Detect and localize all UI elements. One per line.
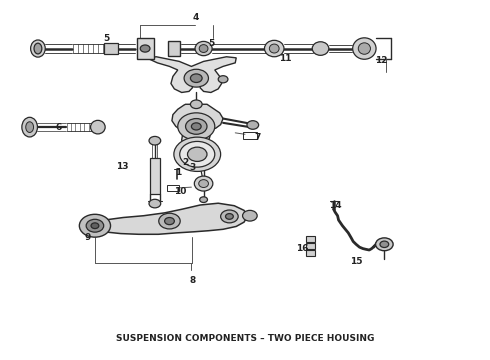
Circle shape [191, 74, 202, 82]
Text: 10: 10 [174, 187, 187, 196]
Polygon shape [94, 203, 247, 234]
Bar [168, 41, 180, 56]
Bar [167, 185, 179, 190]
Polygon shape [172, 104, 223, 148]
Circle shape [178, 113, 215, 140]
Ellipse shape [358, 43, 370, 54]
Text: 2: 2 [182, 158, 189, 167]
Text: 12: 12 [375, 56, 388, 65]
Circle shape [200, 197, 207, 203]
Ellipse shape [265, 40, 284, 57]
Circle shape [191, 100, 202, 109]
Circle shape [174, 137, 220, 171]
Circle shape [186, 118, 207, 134]
Circle shape [86, 219, 104, 232]
Text: SUSPENSION COMPONENTS – TWO PIECE HOUSING: SUSPENSION COMPONENTS – TWO PIECE HOUSIN… [116, 334, 374, 343]
Text: 6: 6 [56, 123, 62, 132]
Circle shape [149, 199, 161, 208]
Circle shape [79, 214, 111, 237]
Circle shape [140, 45, 150, 52]
Text: 13: 13 [116, 162, 128, 171]
Ellipse shape [312, 42, 329, 55]
Ellipse shape [270, 44, 279, 53]
Ellipse shape [22, 117, 37, 137]
Bar [104, 43, 118, 54]
Text: 5: 5 [209, 39, 215, 48]
Bar [306, 250, 315, 256]
Bar [243, 132, 257, 139]
Bar [137, 38, 154, 59]
Text: 16: 16 [296, 244, 309, 253]
Circle shape [91, 223, 99, 229]
Circle shape [218, 76, 228, 83]
Polygon shape [147, 57, 236, 93]
Ellipse shape [195, 176, 213, 191]
Text: 3: 3 [190, 163, 196, 172]
Text: 4: 4 [192, 13, 198, 22]
Text: 1: 1 [174, 168, 181, 177]
Circle shape [159, 213, 180, 229]
Circle shape [149, 136, 161, 145]
Circle shape [247, 121, 259, 129]
Text: 8: 8 [189, 276, 196, 285]
Bar [306, 243, 315, 249]
Text: 11: 11 [279, 54, 291, 63]
Circle shape [380, 241, 389, 248]
Circle shape [188, 147, 207, 161]
Text: 15: 15 [350, 257, 362, 266]
Ellipse shape [195, 41, 212, 56]
Bar [306, 236, 315, 242]
Ellipse shape [34, 43, 42, 54]
Ellipse shape [30, 40, 45, 57]
Circle shape [165, 217, 174, 225]
Circle shape [243, 210, 257, 221]
Text: 7: 7 [254, 133, 260, 142]
Circle shape [180, 141, 215, 167]
Circle shape [375, 238, 393, 251]
Text: 14: 14 [329, 201, 342, 210]
Ellipse shape [353, 38, 376, 59]
Bar [149, 158, 160, 194]
Circle shape [220, 210, 238, 223]
Circle shape [192, 123, 201, 130]
Ellipse shape [199, 45, 208, 53]
Ellipse shape [91, 120, 105, 134]
Circle shape [184, 69, 208, 87]
Ellipse shape [26, 122, 33, 132]
Ellipse shape [199, 180, 208, 188]
Text: 5: 5 [103, 35, 109, 44]
Circle shape [225, 213, 233, 219]
Text: 9: 9 [85, 233, 91, 242]
